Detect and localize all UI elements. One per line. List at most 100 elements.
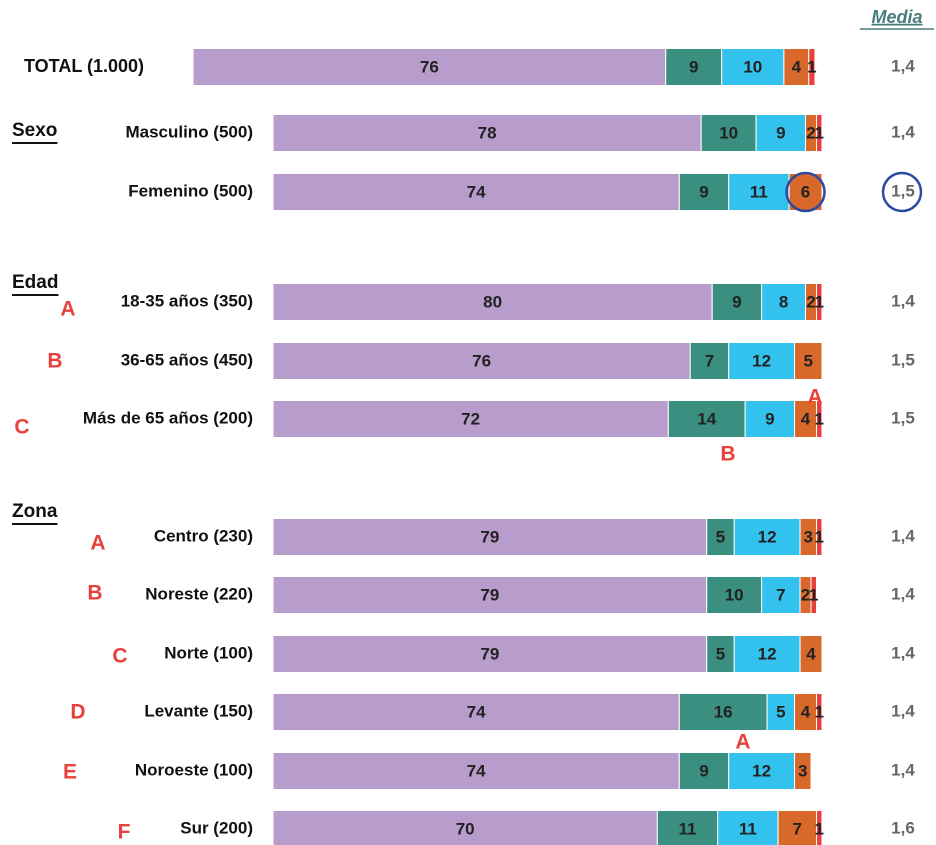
bar-segment bbox=[272, 173, 680, 211]
value-label: 6 bbox=[801, 182, 810, 201]
bar-segment bbox=[706, 576, 763, 614]
row-label: 36-65 años (450) bbox=[121, 350, 253, 369]
section-label: Edad bbox=[12, 272, 58, 293]
value-label: 3 bbox=[804, 527, 813, 546]
value-label: 1 bbox=[815, 123, 824, 142]
value-label: 9 bbox=[776, 123, 785, 142]
media-value: 1,4 bbox=[891, 291, 915, 310]
row-letter: B bbox=[87, 582, 102, 605]
bar-segment bbox=[706, 518, 735, 556]
value-label: 10 bbox=[719, 123, 738, 142]
value-label: 9 bbox=[689, 57, 698, 76]
bar-segment bbox=[717, 810, 779, 845]
bar-segment bbox=[272, 114, 702, 152]
bar-segment bbox=[272, 693, 680, 731]
bar-segment bbox=[689, 342, 730, 380]
highlight-circle bbox=[881, 171, 923, 213]
value-label: 76 bbox=[472, 351, 491, 370]
media-value: 1,4 bbox=[891, 526, 915, 545]
bar-segment bbox=[816, 810, 823, 845]
bar-segment bbox=[728, 752, 796, 790]
media-value: 1,4 bbox=[891, 56, 915, 75]
value-label: 10 bbox=[725, 585, 744, 604]
row-label: 18-35 años (350) bbox=[121, 291, 253, 310]
bar-segment bbox=[788, 173, 823, 211]
bar-segment bbox=[755, 114, 807, 152]
value-label: 9 bbox=[699, 182, 708, 201]
bar-segment bbox=[656, 810, 719, 845]
value-label: 12 bbox=[758, 644, 777, 663]
bar-segment bbox=[706, 635, 735, 673]
value-label: 4 bbox=[806, 644, 816, 663]
bar-segment bbox=[816, 400, 823, 438]
value-label: 3 bbox=[798, 761, 807, 780]
section-label: Zona bbox=[12, 501, 58, 522]
bar-segment bbox=[783, 48, 810, 86]
value-label: 78 bbox=[478, 123, 497, 142]
value-label: 11 bbox=[679, 819, 697, 838]
value-label: 9 bbox=[699, 761, 708, 780]
media-value: 1,4 bbox=[891, 584, 915, 603]
row-label: Masculino (500) bbox=[125, 122, 253, 141]
value-label: 1 bbox=[809, 585, 818, 604]
media-value: 1,5 bbox=[891, 181, 915, 200]
row-letter: A bbox=[90, 532, 105, 555]
bar-segment bbox=[272, 342, 691, 380]
bar-segment bbox=[272, 635, 708, 673]
bar-segment bbox=[816, 518, 823, 556]
value-label: 12 bbox=[758, 527, 777, 546]
bar-segment bbox=[667, 400, 746, 438]
bar-segment bbox=[808, 48, 816, 86]
value-label: 1 bbox=[815, 527, 824, 546]
value-label: 79 bbox=[480, 644, 499, 663]
row-letter: A bbox=[60, 298, 75, 321]
row-label: Levante (150) bbox=[144, 701, 253, 720]
value-label: 9 bbox=[732, 292, 741, 311]
value-label: 9 bbox=[765, 409, 774, 428]
row-label: Más de 65 años (200) bbox=[83, 408, 253, 427]
value-label: 10 bbox=[743, 57, 762, 76]
section-label: Sexo bbox=[12, 120, 57, 141]
bar-segment bbox=[665, 48, 723, 86]
value-label: 7 bbox=[776, 585, 785, 604]
value-label: 8 bbox=[779, 292, 788, 311]
bar-segment bbox=[816, 693, 823, 731]
annotation: A bbox=[807, 386, 822, 409]
media-value: 1,4 bbox=[891, 760, 915, 779]
bar-segment bbox=[761, 283, 807, 321]
value-label: 12 bbox=[752, 761, 771, 780]
value-label: 16 bbox=[714, 702, 733, 721]
value-label: 11 bbox=[750, 182, 768, 201]
row-letter: B bbox=[47, 350, 62, 373]
row-label: Norte (100) bbox=[164, 643, 253, 662]
value-label: 1 bbox=[815, 409, 824, 428]
value-label: 7 bbox=[793, 819, 802, 838]
media-title: Media bbox=[871, 7, 922, 27]
value-label: 79 bbox=[480, 527, 499, 546]
bar-segment bbox=[733, 635, 801, 673]
value-label: 76 bbox=[420, 57, 439, 76]
row-letter: E bbox=[63, 761, 77, 784]
value-label: 1 bbox=[815, 702, 824, 721]
bar-segment bbox=[777, 810, 818, 845]
bar-segment bbox=[678, 693, 768, 731]
bar-segment bbox=[700, 114, 757, 152]
bar-segment bbox=[728, 342, 796, 380]
value-label: 12 bbox=[752, 351, 771, 370]
media-value: 1,6 bbox=[891, 818, 915, 837]
value-label: 4 bbox=[801, 409, 811, 428]
value-label: 5 bbox=[716, 527, 725, 546]
media-value: 1,4 bbox=[891, 701, 915, 720]
value-label: 1 bbox=[807, 57, 816, 76]
value-label: 74 bbox=[467, 182, 486, 201]
row-label: Noreste (220) bbox=[145, 584, 253, 603]
bar-segment bbox=[794, 752, 812, 790]
annotation: B bbox=[720, 443, 735, 466]
bar-segment bbox=[794, 342, 823, 380]
value-label: 14 bbox=[697, 409, 716, 428]
row-label: TOTAL (1.000) bbox=[24, 56, 144, 76]
bar-segment bbox=[272, 810, 658, 845]
media-value: 1,5 bbox=[891, 408, 915, 427]
value-label: 4 bbox=[801, 702, 811, 721]
